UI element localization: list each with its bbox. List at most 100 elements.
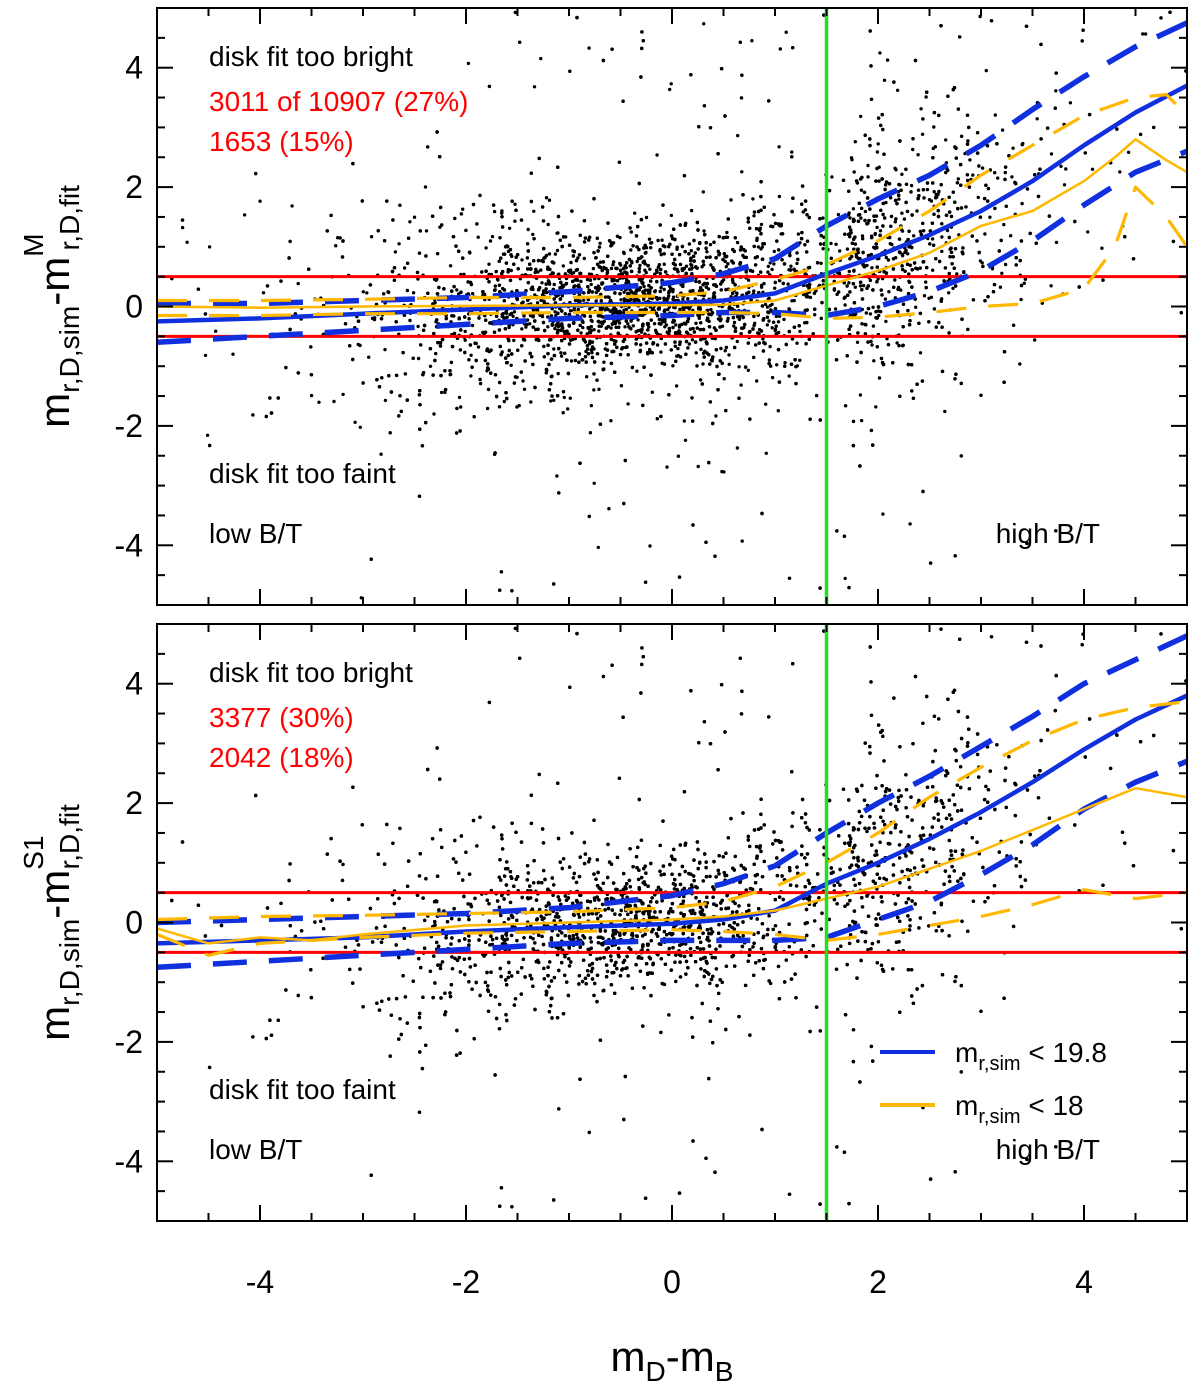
scatter-point	[766, 270, 770, 274]
scatter-point	[550, 322, 554, 327]
scatter-point	[865, 222, 869, 226]
scatter-point	[910, 285, 914, 289]
scatter-point	[452, 331, 457, 335]
scatter-point	[878, 309, 883, 314]
scatter-point	[689, 263, 694, 267]
scatter-point	[894, 168, 898, 172]
scatter-point	[1100, 246, 1104, 250]
scatter-point	[438, 341, 443, 345]
scatter-point	[748, 329, 752, 334]
scatter-point	[589, 282, 593, 287]
scatter-point	[937, 113, 941, 118]
scatter-point	[774, 314, 778, 319]
scatter-point	[491, 203, 496, 207]
scatter-point	[947, 235, 951, 240]
scatter-point	[653, 272, 657, 276]
scatter-point	[568, 69, 572, 74]
scatter-point	[556, 165, 560, 169]
scatter-point	[795, 341, 799, 345]
scatter-point	[595, 352, 600, 356]
scatter-point	[617, 321, 622, 325]
scatter-point	[621, 266, 626, 271]
scatter-point	[861, 262, 865, 267]
scatter-point	[735, 446, 740, 450]
scatter-point	[990, 267, 995, 271]
scatter-point	[536, 327, 540, 331]
scatter-point	[798, 329, 802, 334]
scatter-point	[476, 345, 481, 349]
scatter-point	[922, 196, 926, 200]
scatter-point	[595, 236, 599, 240]
scatter-point	[760, 245, 764, 249]
scatter-point	[871, 324, 876, 328]
scatter-point	[530, 355, 534, 359]
scatter-point	[571, 279, 575, 284]
scatter-point	[656, 265, 661, 269]
scatter-point	[939, 183, 943, 187]
scatter-point	[1034, 241, 1039, 245]
scatter-point	[533, 385, 537, 390]
scatter-point	[419, 343, 423, 347]
scatter-point	[866, 306, 871, 311]
scatter-point	[634, 289, 639, 293]
scatter-point	[904, 248, 908, 253]
scatter-point	[443, 390, 447, 394]
scatter-point	[563, 272, 568, 276]
scatter-point	[819, 316, 823, 321]
scatter-point	[978, 259, 983, 263]
scatter-point	[740, 539, 744, 543]
scatter-point	[848, 324, 853, 328]
scatter-point	[1038, 167, 1042, 171]
scatter-point	[541, 320, 546, 325]
scatter-point	[624, 308, 628, 312]
scatter-point	[472, 415, 476, 419]
scatter-point	[942, 279, 946, 283]
scatter-point	[380, 376, 384, 380]
scatter-point	[744, 270, 748, 274]
scatter-point	[790, 155, 794, 159]
scatter-point	[370, 316, 375, 321]
scatter-point	[486, 362, 490, 366]
scatter-point	[863, 133, 867, 137]
scatter-point	[504, 261, 509, 265]
scatter-point	[949, 246, 953, 250]
scatter-point	[921, 489, 925, 494]
scatter-point	[242, 213, 247, 217]
scatter-point	[686, 297, 690, 301]
scatter-point	[727, 353, 731, 357]
scatter-point	[1019, 239, 1024, 243]
scatter-point	[634, 330, 638, 334]
scatter-point	[592, 250, 596, 255]
scatter-point	[602, 360, 606, 364]
scatter-point	[725, 230, 729, 235]
scatter-point	[959, 454, 963, 458]
scatter-point	[671, 364, 675, 368]
scatter-point	[689, 256, 693, 260]
scatter-point	[746, 368, 750, 372]
scatter-point	[503, 327, 508, 331]
scatter-point	[514, 255, 518, 259]
scatter-point	[582, 219, 587, 223]
scatter-point	[677, 329, 681, 333]
scatter-point	[959, 134, 964, 138]
scatter-point	[415, 270, 420, 275]
scatter-point	[1020, 142, 1024, 147]
scatter-point	[773, 221, 778, 226]
scatter-point	[858, 464, 862, 468]
scatter-point	[796, 257, 800, 262]
scatter-point	[968, 158, 972, 162]
scatter-point	[936, 214, 941, 219]
scatter-point	[458, 429, 462, 433]
scatter-point	[546, 265, 550, 269]
scatter-point	[680, 244, 685, 249]
scatter-point	[859, 216, 863, 220]
scatter-point	[514, 208, 518, 212]
scatter-point	[899, 288, 903, 292]
scatter-point	[517, 403, 521, 408]
scatter-point	[520, 344, 524, 348]
scatter-point	[870, 343, 874, 347]
scatter-point	[736, 133, 740, 138]
scatter-point	[868, 207, 872, 211]
scatter-point	[666, 307, 670, 312]
